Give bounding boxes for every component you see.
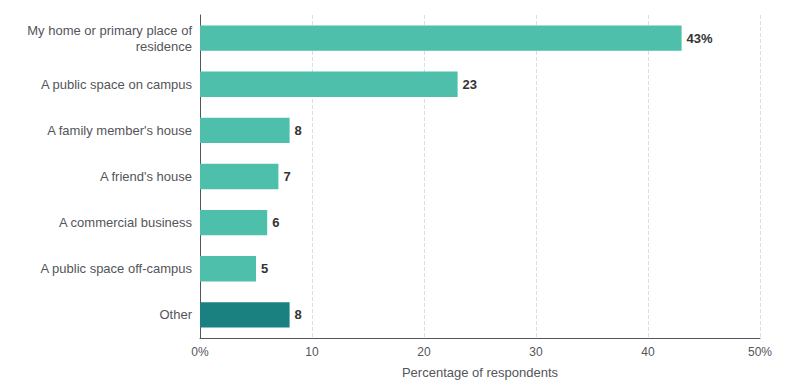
svg-text:A commercial business: A commercial business <box>59 215 192 230</box>
svg-text:23: 23 <box>463 77 477 92</box>
svg-text:6: 6 <box>272 215 279 230</box>
svg-text:8: 8 <box>295 123 302 138</box>
svg-text:Percentage of respondents: Percentage of respondents <box>402 365 559 380</box>
svg-text:20: 20 <box>417 345 431 359</box>
svg-text:8: 8 <box>295 307 302 322</box>
svg-text:40: 40 <box>641 345 655 359</box>
svg-text:0%: 0% <box>191 345 209 359</box>
svg-text:10: 10 <box>305 345 319 359</box>
svg-text:50%: 50% <box>748 345 772 359</box>
svg-text:5: 5 <box>261 261 268 276</box>
svg-text:A public space on campus: A public space on campus <box>41 77 193 92</box>
svg-text:43%: 43% <box>687 31 713 46</box>
svg-text:My home or primary place of: My home or primary place of <box>27 23 192 38</box>
svg-text:A family member's house: A family member's house <box>47 123 192 138</box>
svg-text:A friend's house: A friend's house <box>100 169 192 184</box>
svg-text:7: 7 <box>283 169 290 184</box>
svg-text:A public space off-campus: A public space off-campus <box>40 261 192 276</box>
svg-text:residence: residence <box>136 39 192 54</box>
svg-text:Other: Other <box>159 307 192 322</box>
svg-text:30: 30 <box>529 345 543 359</box>
